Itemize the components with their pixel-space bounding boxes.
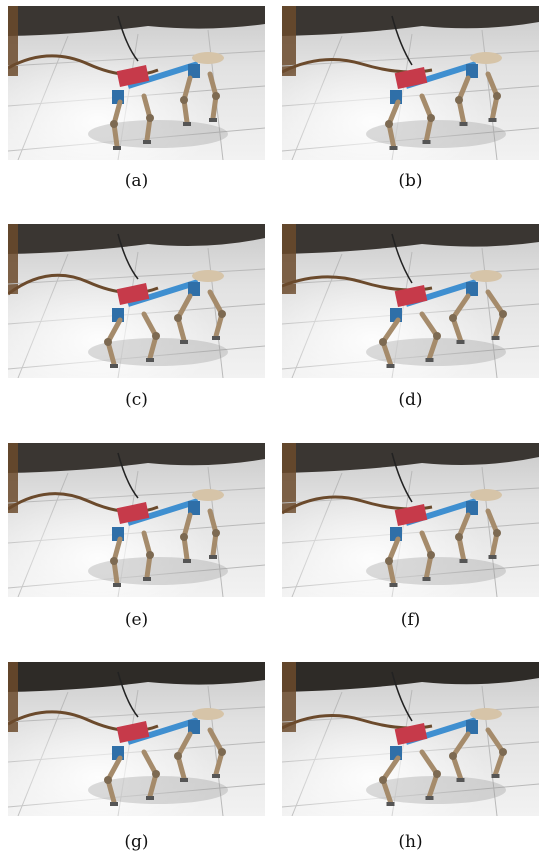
robot-photo-frame [282,443,539,597]
panel-caption: (g) [124,832,149,852]
robot-photo-frame [8,224,265,378]
robot-photo [282,6,539,160]
robot-photo-frame [282,224,539,378]
panel-caption: (a) [124,171,149,191]
panel-caption: (d) [398,390,423,410]
panel-caption: (f) [400,610,421,630]
panel-caption: (c) [125,390,148,410]
robot-photo-frame [8,443,265,597]
panel-caption: (e) [124,610,149,630]
robot-photo-frame [8,6,265,160]
robot-photo [282,662,539,816]
panel-caption: (b) [398,171,423,191]
robot-photo [282,224,539,378]
robot-photo [8,224,265,378]
robot-photo-frame [8,662,265,816]
robot-photo [8,662,265,816]
robot-photo [282,443,539,597]
robot-photo-frame [282,6,539,160]
panel-caption: (h) [398,832,423,852]
robot-photo-frame [282,662,539,816]
robot-photo [8,6,265,160]
robot-photo [8,443,265,597]
